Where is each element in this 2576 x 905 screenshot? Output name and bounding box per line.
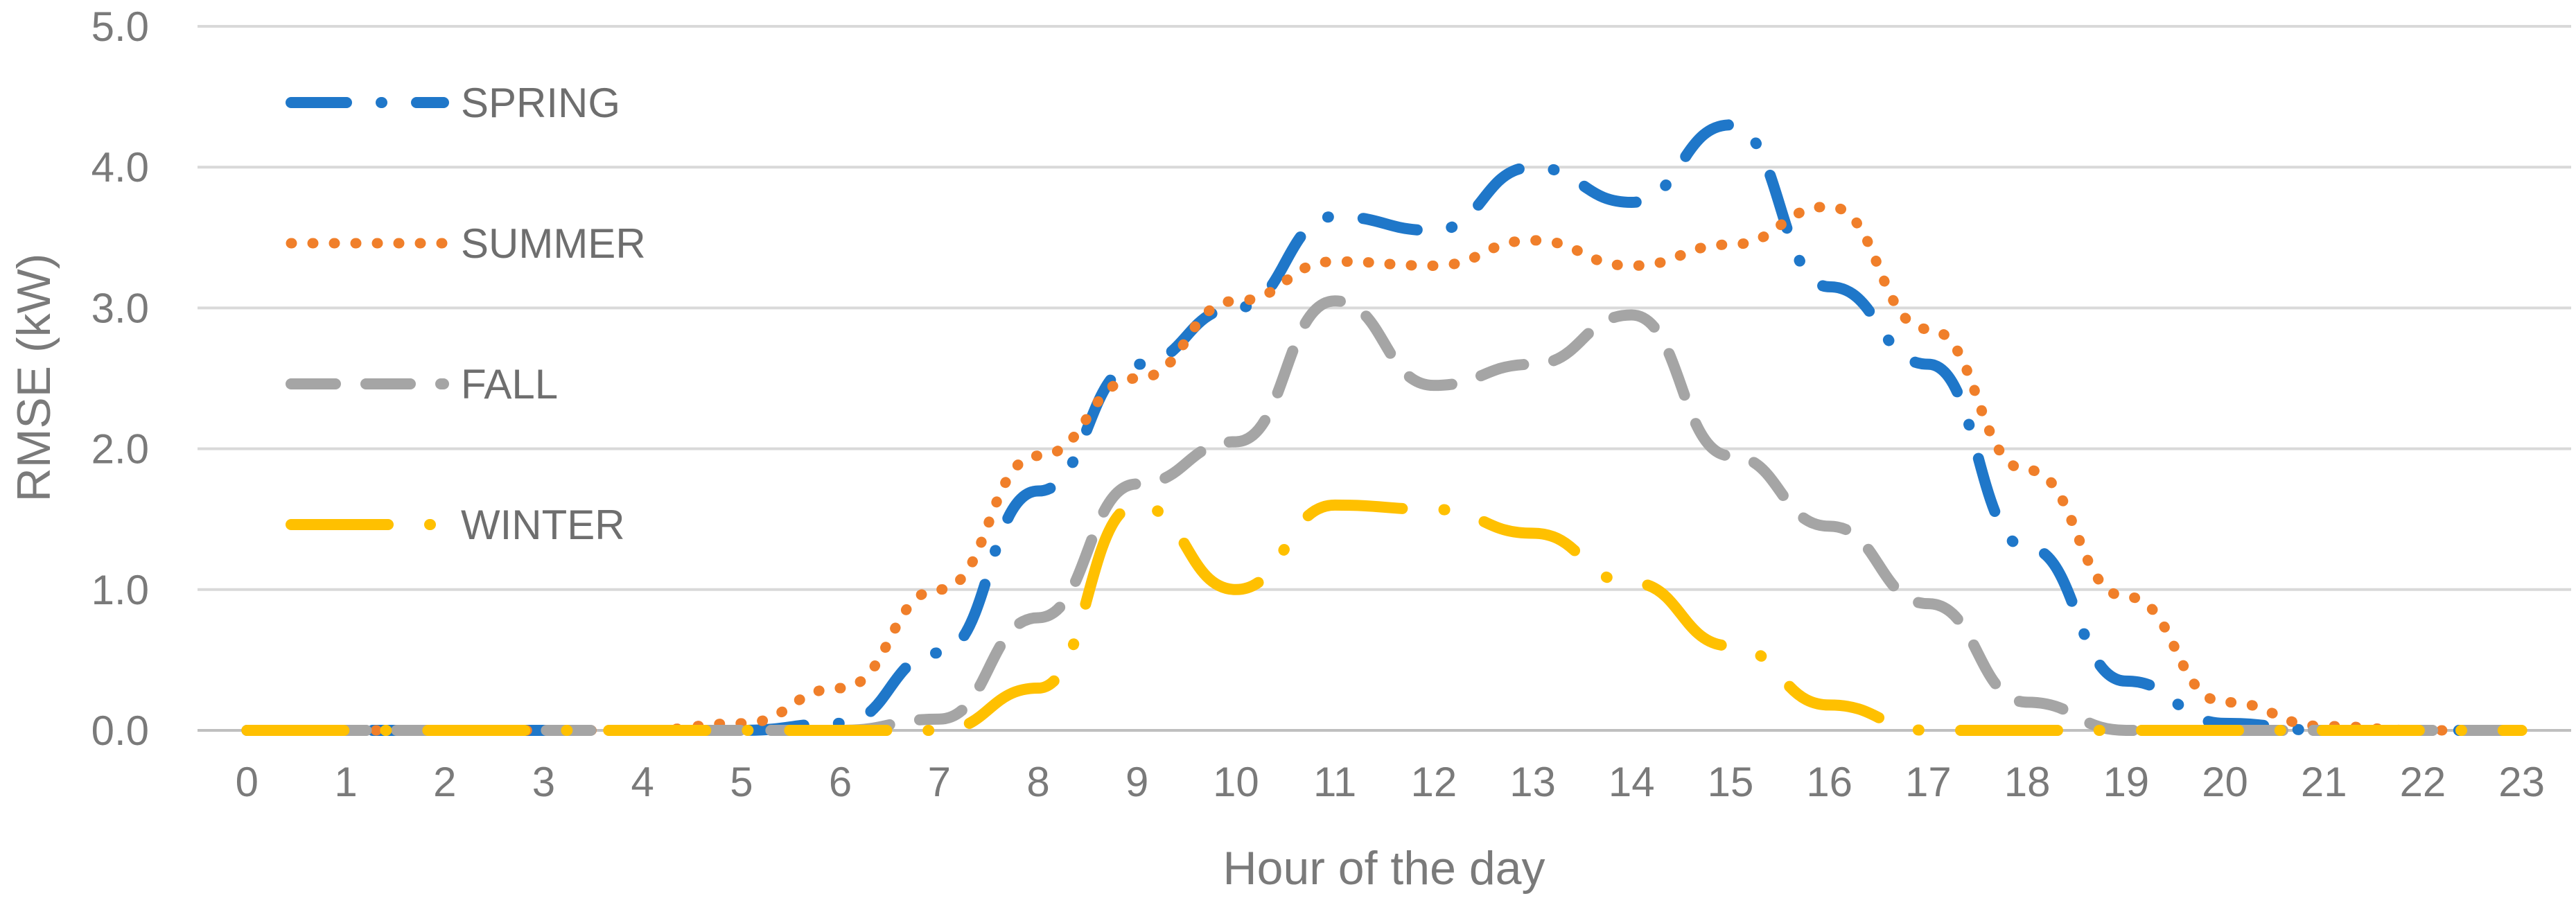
x-tick-label: 2 [433, 759, 456, 805]
x-tick-label: 22 [2400, 759, 2446, 805]
legend: SPRING SUMMER FALL WINTER [286, 80, 646, 548]
data-point-summer [2027, 470, 2028, 471]
y-tick-label: 0.0 [91, 708, 149, 754]
series-winter [241, 499, 2527, 736]
legend-label: SPRING [461, 80, 620, 126]
data-point-summer [1730, 244, 1731, 245]
y-tick-label: 3.0 [91, 285, 149, 331]
x-tick-label: 13 [1509, 759, 1556, 805]
x-tick-label: 10 [1213, 759, 1259, 805]
x-tick-label: 9 [1125, 759, 1148, 805]
grid-lines [198, 25, 2571, 591]
y-tick-label: 2.0 [91, 426, 149, 473]
legend-item-spring: SPRING [286, 80, 620, 126]
legend-label: SUMMER [461, 220, 646, 267]
series-spring [241, 119, 2527, 736]
x-tick-label: 7 [928, 759, 951, 805]
x-tick-label: 21 [2301, 759, 2347, 805]
legend-item-summer: SUMMER [286, 220, 646, 267]
x-tick-label: 23 [2498, 759, 2545, 805]
legend-item-fall: FALL [286, 361, 558, 407]
x-tick-label: 0 [236, 759, 259, 805]
y-tick-label: 5.0 [91, 3, 149, 50]
legend-label: FALL [461, 361, 558, 407]
x-tick-label: 19 [2103, 759, 2149, 805]
x-tick-label: 14 [1609, 759, 1655, 805]
series-line-spring [241, 119, 2527, 736]
x-tick-label: 18 [2004, 759, 2051, 805]
data-point-spring [1433, 230, 1434, 231]
x-tick-label: 1 [334, 759, 357, 805]
x-tick-label: 8 [1026, 759, 1049, 805]
legend-label: WINTER [461, 502, 625, 548]
series-lines [241, 119, 2527, 736]
x-axis-title: Hour of the day [1223, 842, 1545, 895]
series-line-winter [241, 499, 2527, 736]
x-tick-label: 3 [532, 759, 555, 805]
axes: 0.01.02.03.04.05.00 1 2 3 4 5 6 7 8 9 10 11 12 13 14 15… [91, 3, 2571, 805]
x-tick-label: 5 [730, 759, 753, 805]
y-tick-label: 1.0 [91, 567, 149, 613]
x-tick-label: 11 [1313, 759, 1356, 805]
x-tick-label: 4 [631, 759, 654, 805]
x-tick-label: 12 [1410, 759, 1457, 805]
series-summer [241, 201, 2527, 736]
y-tick-label: 4.0 [91, 144, 149, 191]
x-tick-label: 20 [2202, 759, 2248, 805]
x-tick-label: 17 [1905, 759, 1952, 805]
x-tick-label: 16 [1806, 759, 1852, 805]
data-point-summer [1631, 265, 1632, 266]
x-tick-label: 6 [829, 759, 852, 805]
legend-item-winter: WINTER [286, 502, 625, 548]
x-tick-label: 15 [1708, 759, 1754, 805]
series-line-summer [241, 201, 2527, 736]
data-point-winter [1631, 582, 1632, 583]
data-point-winter [1730, 646, 1731, 647]
y-axis-title: RMSE (kW) [8, 254, 60, 502]
